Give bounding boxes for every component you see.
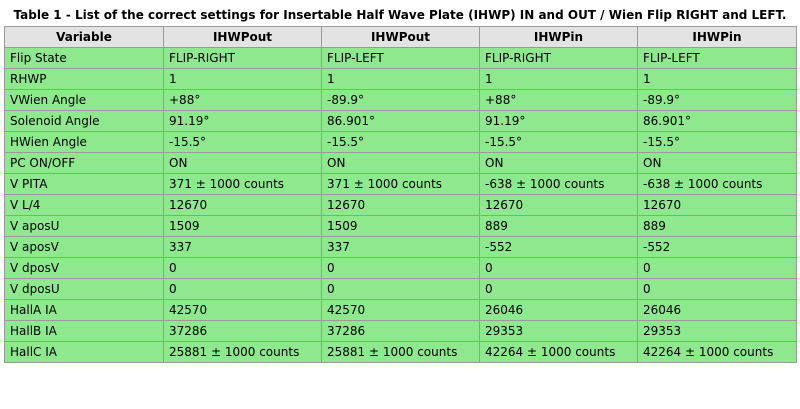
table-cell: 1 (321, 68, 480, 90)
table-cell: FLIP-RIGHT (479, 47, 638, 69)
table-cell: ON (637, 152, 797, 174)
table-cell: 29353 (479, 320, 638, 342)
table-cell: FLIP-LEFT (637, 47, 797, 69)
table-row: V dposU 0 0 0 0 (4, 278, 797, 300)
table-cell: -15.5° (479, 131, 638, 153)
table-cell: -89.9° (637, 89, 797, 111)
table-row: HWien Angle -15.5° -15.5° -15.5° -15.5° (4, 131, 797, 153)
table-cell: 889 (479, 215, 638, 237)
row-label: V aposV (4, 236, 164, 258)
row-label: HallA IA (4, 299, 164, 321)
header-ihwpout-right: IHWPout (163, 26, 322, 48)
header-variable: Variable (4, 26, 164, 48)
table-cell: -15.5° (163, 131, 322, 153)
table-cell: 0 (479, 257, 638, 279)
table-row: HallC IA 25881 ± 1000 counts 25881 ± 100… (4, 341, 797, 363)
table-cell: 12670 (163, 194, 322, 216)
settings-table: Variable IHWPout IHWPout IHWPin IHWPin F… (4, 26, 797, 363)
row-label: Solenoid Angle (4, 110, 164, 132)
table-cell: 12670 (321, 194, 480, 216)
table-cell: ON (321, 152, 480, 174)
table-cell: 0 (321, 278, 480, 300)
table-cell: 25881 ± 1000 counts (163, 341, 322, 363)
table-cell: FLIP-RIGHT (163, 47, 322, 69)
table-cell: +88° (163, 89, 322, 111)
table-row: V L/4 12670 12670 12670 12670 (4, 194, 797, 216)
table-cell: 1 (163, 68, 322, 90)
table-cell: 25881 ± 1000 counts (321, 341, 480, 363)
row-label: HWien Angle (4, 131, 164, 153)
row-label: V L/4 (4, 194, 164, 216)
header-ihwpin-right: IHWPin (479, 26, 638, 48)
table-row: HallA IA 42570 42570 26046 26046 (4, 299, 797, 321)
table-cell: -638 ± 1000 counts (479, 173, 638, 195)
table-cell: 42570 (163, 299, 322, 321)
table-row: V aposU 1509 1509 889 889 (4, 215, 797, 237)
table-cell: 0 (637, 257, 797, 279)
table-cell: 371 ± 1000 counts (321, 173, 480, 195)
table-cell: 1509 (321, 215, 480, 237)
table-cell: -552 (637, 236, 797, 258)
table-cell: -89.9° (321, 89, 480, 111)
table-cell: 86.901° (637, 110, 797, 132)
table-cell: 1509 (163, 215, 322, 237)
row-label: V dposV (4, 257, 164, 279)
row-label: V PITA (4, 173, 164, 195)
table-cell: 1 (479, 68, 638, 90)
header-ihwpout-left: IHWPout (321, 26, 480, 48)
table-cell: 0 (163, 257, 322, 279)
table-row: V dposV 0 0 0 0 (4, 257, 797, 279)
table-cell: 0 (321, 257, 480, 279)
row-label: RHWP (4, 68, 164, 90)
row-label: V aposU (4, 215, 164, 237)
table-header-row: Variable IHWPout IHWPout IHWPin IHWPin (4, 26, 797, 48)
table-cell: 12670 (479, 194, 638, 216)
table-cell: 337 (163, 236, 322, 258)
table-cell: -15.5° (321, 131, 480, 153)
table-cell: 0 (479, 278, 638, 300)
table-cell: 91.19° (479, 110, 638, 132)
table-row: Flip State FLIP-RIGHT FLIP-LEFT FLIP-RIG… (4, 47, 797, 69)
row-label: HallB IA (4, 320, 164, 342)
table-cell: -638 ± 1000 counts (637, 173, 797, 195)
table-cell: FLIP-LEFT (321, 47, 480, 69)
table-cell: 37286 (163, 320, 322, 342)
table-cell: 37286 (321, 320, 480, 342)
table-cell: +88° (479, 89, 638, 111)
table-cell: 371 ± 1000 counts (163, 173, 322, 195)
row-label: VWien Angle (4, 89, 164, 111)
table-cell: ON (163, 152, 322, 174)
table-cell: 42264 ± 1000 counts (479, 341, 638, 363)
table-row: V aposV 337 337 -552 -552 (4, 236, 797, 258)
table-caption: Table 1 - List of the correct settings f… (13, 8, 787, 22)
table-cell: 0 (637, 278, 797, 300)
table-cell: 12670 (637, 194, 797, 216)
table-cell: -15.5° (637, 131, 797, 153)
row-label: PC ON/OFF (4, 152, 164, 174)
table-cell: 42570 (321, 299, 480, 321)
table-row: HallB IA 37286 37286 29353 29353 (4, 320, 797, 342)
table-row: PC ON/OFF ON ON ON ON (4, 152, 797, 174)
table-cell: 26046 (637, 299, 797, 321)
row-label: HallC IA (4, 341, 164, 363)
table-row: VWien Angle +88° -89.9° +88° -89.9° (4, 89, 797, 111)
table-cell: 86.901° (321, 110, 480, 132)
table-cell: 1 (637, 68, 797, 90)
table-cell: 42264 ± 1000 counts (637, 341, 797, 363)
table-cell: -552 (479, 236, 638, 258)
table-cell: 26046 (479, 299, 638, 321)
table-cell: 0 (163, 278, 322, 300)
table-row: RHWP 1 1 1 1 (4, 68, 797, 90)
table-cell: 29353 (637, 320, 797, 342)
table-row: Solenoid Angle 91.19° 86.901° 91.19° 86.… (4, 110, 797, 132)
table-cell: 337 (321, 236, 480, 258)
table-cell: 91.19° (163, 110, 322, 132)
row-label: Flip State (4, 47, 164, 69)
table-cell: ON (479, 152, 638, 174)
table-row: V PITA 371 ± 1000 counts 371 ± 1000 coun… (4, 173, 797, 195)
row-label: V dposU (4, 278, 164, 300)
table-cell: 889 (637, 215, 797, 237)
header-ihwpin-left: IHWPin (637, 26, 797, 48)
